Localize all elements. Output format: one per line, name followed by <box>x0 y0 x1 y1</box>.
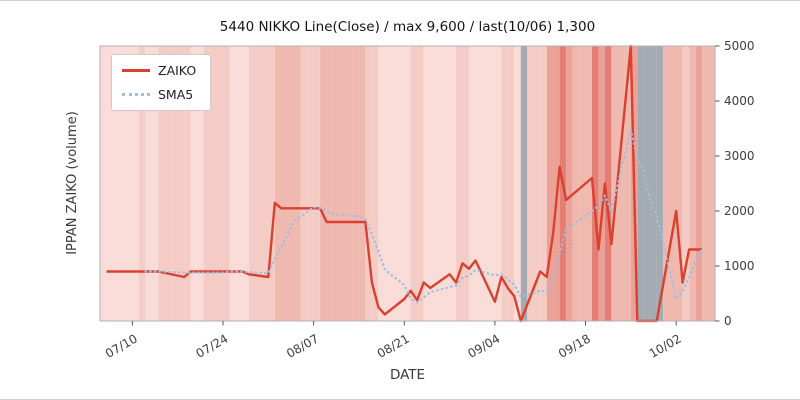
band <box>527 46 547 321</box>
legend-label-sma5: SMA5 <box>158 87 194 102</box>
x-tick-label: 07/10 <box>103 331 140 360</box>
x-axis-label: DATE <box>389 367 426 383</box>
band <box>274 46 301 321</box>
band <box>229 46 249 321</box>
band <box>514 46 521 321</box>
band <box>501 46 515 321</box>
legend-entry-zaiko: ZAIKO <box>122 63 196 78</box>
y-tick-label: 3000 <box>724 149 755 163</box>
band <box>378 46 411 321</box>
y-axis-label: IPPAN ZAIKO (volume) <box>65 111 80 255</box>
zaiko-line <box>106 44 703 323</box>
band <box>300 46 321 321</box>
y-tick-label: 5000 <box>724 39 755 53</box>
band <box>456 46 469 321</box>
x-tick-label: 07/24 <box>194 331 231 360</box>
band <box>689 46 696 321</box>
x-tick-label: 08/07 <box>284 331 321 360</box>
y-tick-label: 4000 <box>724 94 755 108</box>
x-tick-label: 09/18 <box>556 331 593 360</box>
zaiko-line-sample <box>122 69 150 72</box>
legend: ZAIKO SMA5 <box>111 54 212 111</box>
band <box>572 46 592 321</box>
x-tick-label: 09/04 <box>465 331 502 360</box>
x-tick-label: 08/21 <box>375 331 412 360</box>
band <box>702 46 715 321</box>
band <box>695 46 703 321</box>
chart-title: 5440 NIKKO Line(Close) / max 9,600 / las… <box>219 19 596 35</box>
band <box>145 46 159 321</box>
y-tick-label: 2000 <box>724 204 755 218</box>
band <box>637 46 664 321</box>
band <box>598 46 605 321</box>
band <box>410 46 424 321</box>
band <box>592 46 599 321</box>
band <box>611 46 631 321</box>
band <box>682 46 690 321</box>
legend-entry-sma5: SMA5 <box>122 87 196 102</box>
y-tick-label: 0 <box>724 314 732 328</box>
sma5-line-sample <box>122 93 150 96</box>
band <box>663 46 683 321</box>
band <box>190 46 204 321</box>
y-tick-label: 1000 <box>724 259 755 273</box>
band <box>566 46 573 321</box>
x-tick-label: 10/02 <box>647 331 684 360</box>
band <box>138 46 146 321</box>
band <box>320 46 366 321</box>
band <box>520 46 528 321</box>
sma5-line <box>144 129 704 304</box>
legend-label-zaiko: ZAIKO <box>158 63 197 78</box>
band <box>248 46 275 321</box>
band <box>604 46 612 321</box>
